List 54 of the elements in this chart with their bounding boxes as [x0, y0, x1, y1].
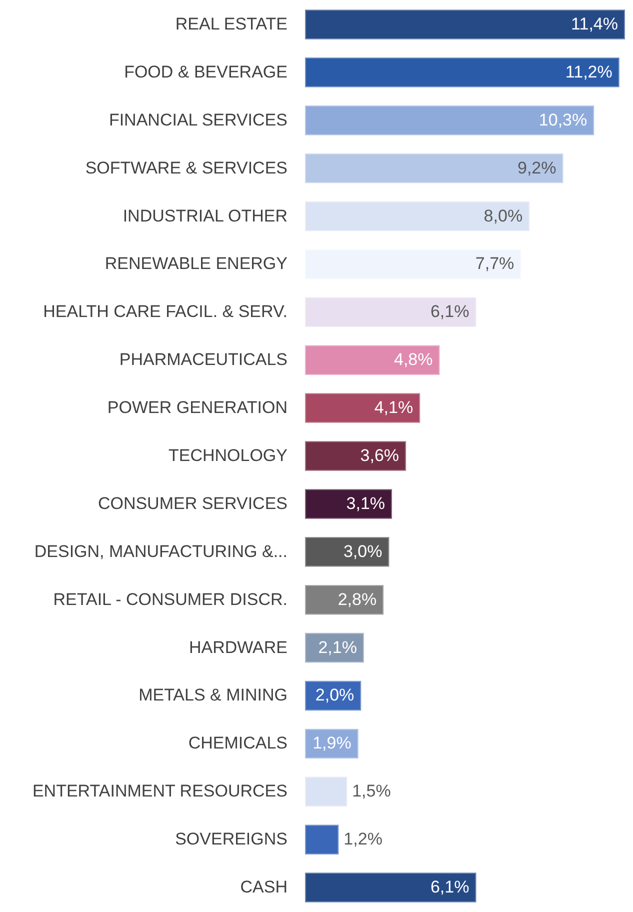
data-label: 2,1%	[318, 638, 357, 657]
bar	[304, 584, 385, 616]
data-label: 2,8%	[338, 590, 377, 609]
bar	[304, 536, 390, 568]
y-tick-label: RETAIL - CONSUMER DISCR.	[53, 590, 288, 609]
data-label: 1,5%	[352, 782, 391, 801]
bar	[304, 8, 626, 40]
y-tick-label: RENEWABLE ENERGY	[104, 254, 288, 274]
bar	[304, 104, 596, 136]
y-tick-label: INDUSTRIAL OTHER	[122, 206, 288, 226]
y-tick-label: METALS & MINING	[138, 686, 288, 705]
bar	[304, 440, 408, 472]
data-label: 11,2%	[565, 62, 612, 82]
bar	[304, 296, 478, 328]
bar	[304, 152, 564, 184]
data-label: 3,1%	[346, 494, 386, 513]
bar	[304, 56, 620, 88]
y-tick-label: DESIGN, MANUFACTURING &...	[34, 542, 288, 561]
y-tick-label: FINANCIAL SERVICES	[108, 110, 288, 130]
y-tick-label: POWER GENERATION	[107, 398, 288, 418]
y-tick-label: CASH	[240, 878, 288, 897]
y-tick-label: CONSUMER SERVICES	[98, 494, 288, 513]
bar	[304, 200, 531, 232]
y-tick-label: CHEMICALS	[188, 734, 288, 753]
data-label: 3,6%	[360, 446, 400, 465]
y-tick-label: ENTERTAINMENT RESOURCES	[32, 782, 288, 801]
data-label: 6,1%	[430, 302, 470, 322]
y-tick-label: SOFTWARE & SERVICES	[85, 158, 288, 178]
bar	[304, 344, 441, 376]
data-label: 1,9%	[312, 734, 352, 753]
data-label: 7,7%	[475, 254, 514, 274]
y-tick-label: PHARMACEUTICALS	[119, 350, 288, 370]
data-label: 4,8%	[394, 350, 433, 370]
data-label: 3,0%	[343, 542, 382, 561]
data-label: 9,2%	[517, 158, 556, 178]
bar	[304, 776, 348, 808]
y-tick-label: SOVEREIGNS	[175, 830, 288, 849]
bar	[304, 488, 394, 520]
data-label: 2,0%	[315, 686, 354, 705]
bar	[304, 392, 422, 424]
bar	[304, 872, 478, 904]
y-tick-label: HARDWARE	[188, 638, 288, 657]
data-label: 11,4%	[571, 14, 618, 34]
bar	[304, 632, 365, 664]
y-tick-label: REAL ESTATE	[175, 14, 288, 34]
y-tick-label: FOOD & BEVERAGE	[124, 62, 288, 82]
data-label: 4,1%	[374, 398, 414, 418]
data-label: 1,2%	[344, 830, 382, 849]
data-label: 6,1%	[430, 878, 470, 897]
data-label: 8,0%	[484, 206, 523, 226]
bar	[304, 824, 340, 856]
data-label: 10,3%	[538, 110, 588, 130]
y-tick-label: TECHNOLOGY	[168, 446, 288, 465]
y-tick-label: HEALTH CARE FACIL. & SERV.	[43, 302, 288, 322]
